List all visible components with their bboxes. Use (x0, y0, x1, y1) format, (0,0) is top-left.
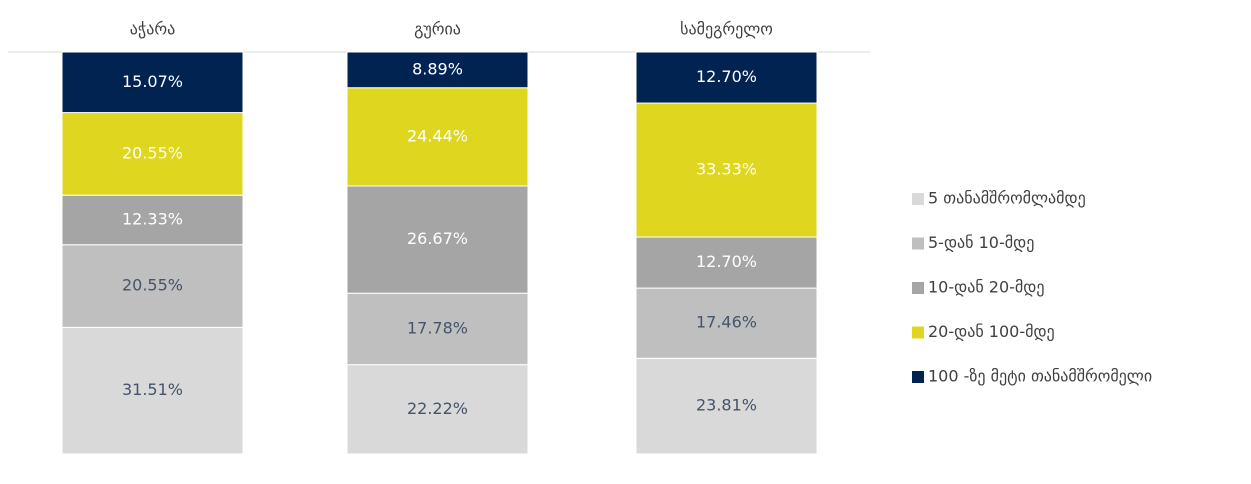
bar-segment (635, 236, 818, 289)
category-label: სამეგრელო (680, 20, 773, 39)
data-label: 15.07% (122, 72, 183, 91)
legend-label: 100 -ზე მეტი თანამშრომელი (928, 367, 1152, 386)
bar-segment (346, 292, 529, 366)
category-label: გურია (414, 20, 461, 39)
data-label: 17.46% (696, 313, 757, 332)
legend-label: 5 თანამშრომლამდე (928, 189, 1086, 208)
bar-segment (61, 51, 244, 114)
bar-segment (61, 244, 244, 328)
legend-label: 5-დან 10-მდე (928, 233, 1034, 252)
bar-segment (635, 357, 818, 455)
data-label: 31.51% (122, 380, 183, 399)
data-label: 26.67% (407, 229, 468, 248)
bar-segment (61, 326, 244, 455)
legend-swatch (912, 371, 924, 383)
data-label: 20.55% (122, 276, 183, 295)
category-label: აჭარა (130, 20, 175, 39)
data-label: 23.81% (696, 396, 757, 415)
data-label: 8.89% (412, 59, 463, 78)
legend-swatch (912, 193, 924, 205)
bar-segment (635, 287, 818, 359)
bar-segment (635, 51, 818, 104)
data-label: 17.78% (407, 318, 468, 337)
data-label: 22.22% (407, 399, 468, 418)
bar-segment (346, 87, 529, 187)
bar-segment (61, 112, 244, 196)
legend-label: 10-დან 20-მდე (928, 278, 1045, 297)
bar-segment (346, 185, 529, 294)
data-label: 33.33% (696, 160, 757, 179)
data-label: 12.70% (696, 67, 757, 86)
legend-swatch (912, 237, 924, 250)
legend-swatch (912, 326, 924, 339)
legend-label: 20-დან 100-მდე (928, 322, 1055, 341)
legend-swatch (912, 282, 924, 294)
data-label: 24.44% (407, 126, 468, 145)
bar-segment (635, 102, 818, 238)
bar-segment (346, 364, 529, 455)
bar-segment (346, 51, 529, 89)
data-label: 12.33% (122, 209, 183, 228)
data-label: 12.70% (696, 252, 757, 271)
data-label: 20.55% (122, 143, 183, 162)
